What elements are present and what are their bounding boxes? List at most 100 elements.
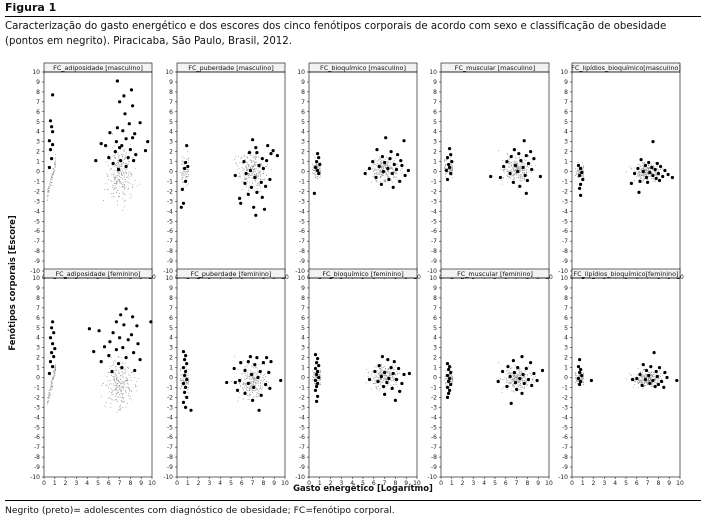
non-obese-point [118,384,120,386]
obese-point [524,154,528,158]
non-obese-point [388,165,390,167]
obese-point [265,356,269,360]
non-obese-point [252,172,254,174]
non-obese-point [122,395,124,397]
obese-point [260,195,264,199]
non-obese-point [520,375,522,377]
y-tick-label: 6 [433,109,437,116]
non-obese-point [574,373,576,375]
obese-point [394,377,399,382]
non-obese-point [518,374,520,376]
non-obese-point [511,367,513,369]
non-obese-point [449,170,451,172]
obese-point [47,165,52,170]
non-obese-point [451,378,453,380]
non-obese-point [250,382,252,384]
non-obese-point [251,390,253,392]
y-tick-label: 9 [36,79,40,86]
non-obese-point [239,175,241,177]
obese-point [108,340,112,344]
non-obese-point [110,403,112,405]
non-obese-point [122,401,124,403]
non-obese-point [514,377,516,379]
obese-point [670,175,675,180]
non-obese-point [114,361,116,363]
non-obese-point [643,368,645,370]
non-obese-point [582,382,584,384]
obese-point [279,378,283,383]
non-obese-point [639,380,640,382]
non-obese-point [658,174,660,176]
non-obese-point [260,170,261,172]
non-obese-point [251,375,253,377]
non-obese-point [509,372,510,374]
non-obese-point [247,181,248,183]
non-obese-point [110,169,111,171]
non-obese-point [53,168,55,170]
y-tick-label: -3 [562,404,568,411]
non-obese-point [649,176,651,177]
non-obese-point [248,381,250,382]
non-obese-point [245,384,247,386]
non-obese-point [642,381,644,383]
obese-point [508,374,512,379]
non-obese-point [127,176,129,178]
non-obese-point [119,366,121,368]
non-obese-point [131,157,133,159]
non-obese-point [249,392,251,394]
non-obese-point [508,378,510,380]
y-tick-label: 1 [564,365,568,372]
obese-point [317,171,321,176]
non-obese-point [523,162,525,164]
y-tick-label: 1 [564,159,568,166]
non-obese-point [653,177,655,179]
obese-point [579,379,583,384]
non-obese-point [123,150,125,152]
non-obese-point [501,183,503,185]
obese-point [578,186,582,190]
y-tick-label: 2 [564,355,568,362]
non-obese-point [582,369,584,371]
obese-point [242,160,246,164]
obese-point [516,366,520,370]
y-tick-label: -10 [295,268,305,275]
obese-point [509,401,513,405]
non-obese-point [639,166,641,168]
x-tick-label: 7 [118,480,122,487]
obese-point [385,380,389,385]
non-obese-point [376,372,377,374]
obese-point [111,331,115,335]
non-obese-point [241,378,242,380]
non-obese-point [256,394,258,396]
non-obese-point [120,386,122,388]
non-obese-point [528,170,530,172]
non-obese-point [636,174,638,176]
non-obese-point [517,166,519,168]
non-obese-point [122,372,124,374]
non-obese-point [639,172,641,174]
non-obese-point [121,397,123,399]
non-obese-point [450,168,452,170]
obese-point [655,374,659,379]
obese-point [181,400,186,404]
non-obese-point [647,169,649,171]
obese-point [445,156,450,160]
non-obese-point [641,161,643,163]
non-obese-point [640,174,642,176]
non-obese-point [384,379,386,380]
non-obese-point [382,166,383,167]
non-obese-point [125,391,127,393]
non-obese-point [109,384,110,386]
y-tick-label: -2 [299,394,305,401]
non-obese-point [444,159,445,161]
non-obese-point [118,406,120,408]
obese-point [380,155,384,159]
non-obese-point [245,367,247,369]
y-tick-label: 4 [169,335,173,342]
non-obese-point [645,377,647,379]
non-obese-point [181,168,183,170]
non-obese-point [246,389,248,391]
non-obese-point [118,180,120,182]
non-obese-point [527,381,529,383]
obese-point [448,165,452,170]
